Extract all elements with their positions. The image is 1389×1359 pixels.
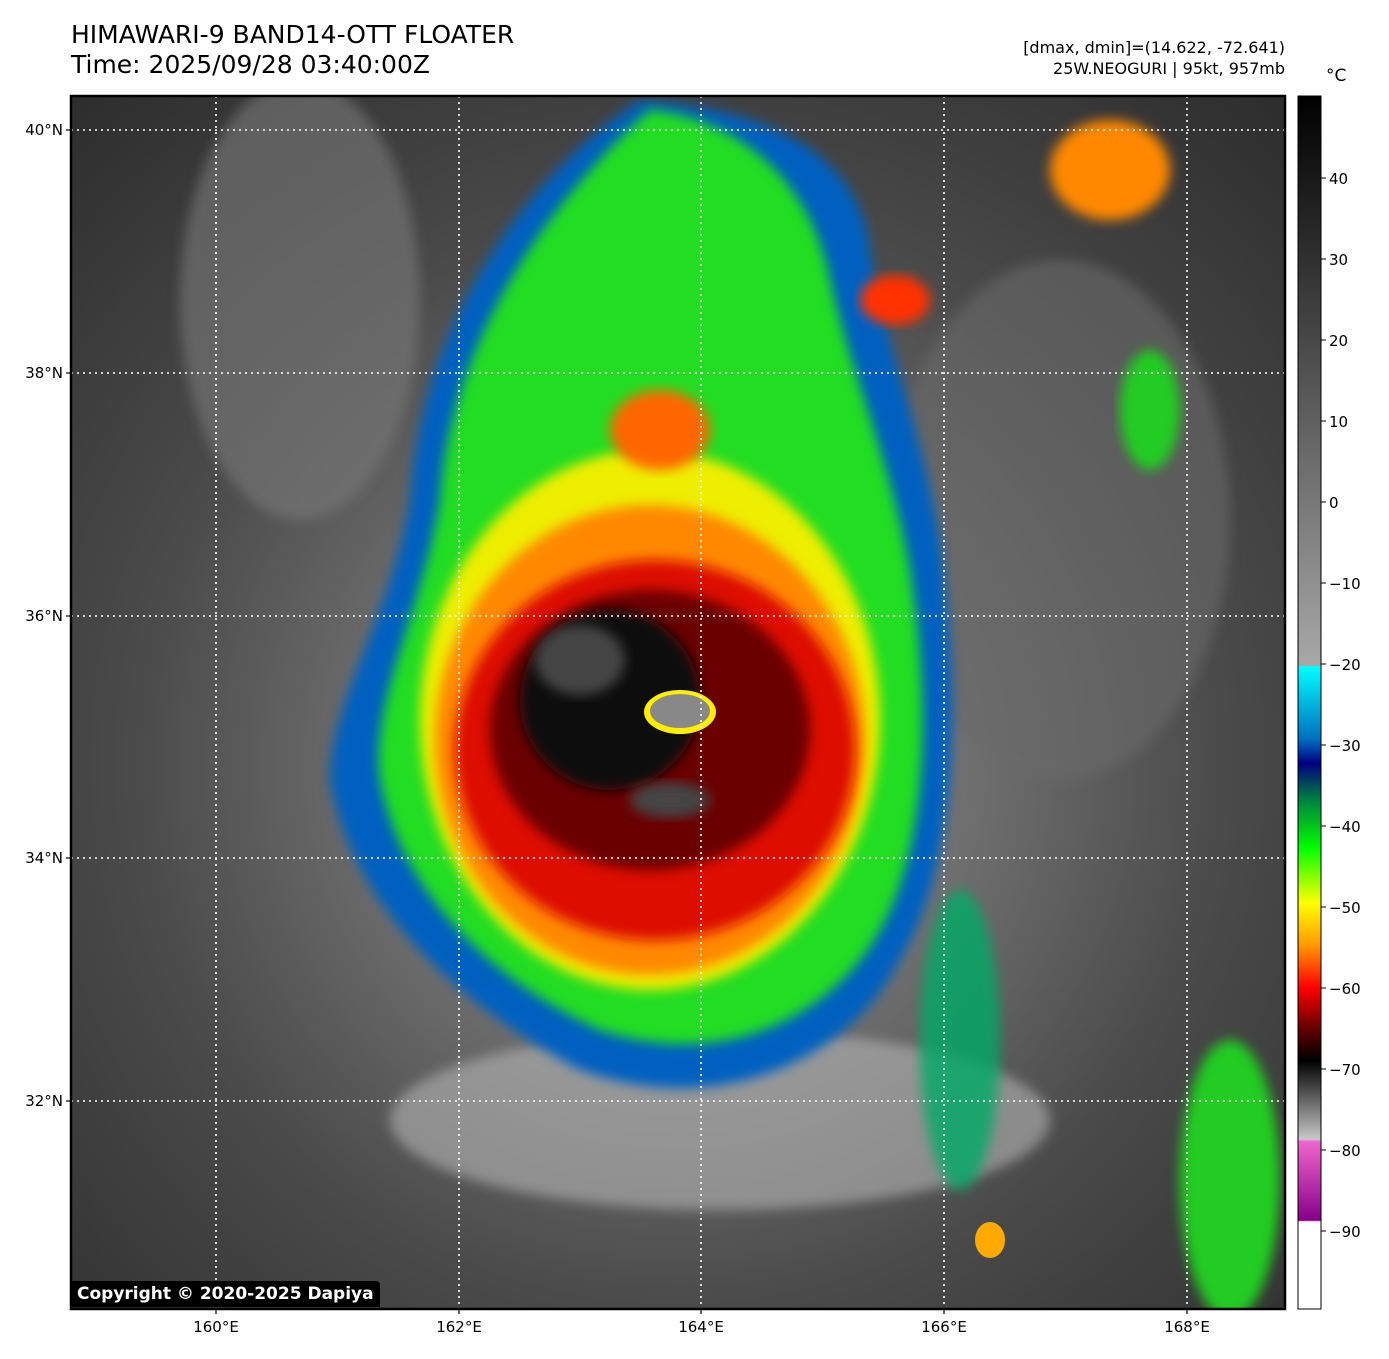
imagery xyxy=(71,96,1285,1309)
colorbar-tick-label: 0 xyxy=(1329,494,1339,512)
storm-info: [dmax, dmin]=(14.622, -72.641) 25W.NEOGU… xyxy=(1023,37,1285,79)
colorbar-tick-label: −50 xyxy=(1329,899,1361,917)
storm-name-text: 25W.NEOGURI | 95kt, 957mb xyxy=(1053,59,1285,78)
graticule xyxy=(71,96,1285,1309)
title-line: HIMAWARI-9 BAND14-OTT FLOATER xyxy=(71,20,515,49)
lat-label: 38°N xyxy=(25,364,63,382)
colorbar: 40 30 20 10 0 −10 −20 −30 −40 −50 −60 −70 −80 −90 xyxy=(1297,95,1361,1310)
time-line: Time: 2025/09/28 03:40:00Z xyxy=(71,50,430,79)
colorbar-tick-label: 30 xyxy=(1329,251,1348,269)
colorbar-tick-label: −10 xyxy=(1329,575,1361,593)
lon-label: 168°E xyxy=(1164,1318,1210,1336)
colorbar-tick-label: 20 xyxy=(1329,332,1348,350)
colorbar-tick-label: −20 xyxy=(1329,656,1361,674)
lon-label: 160°E xyxy=(193,1318,239,1336)
colorbar-tick-label: −40 xyxy=(1329,818,1361,836)
lat-label: 32°N xyxy=(25,1092,63,1110)
colorbar-tick-label: 40 xyxy=(1329,170,1348,188)
lon-label: 164°E xyxy=(678,1318,724,1336)
lat-label: 40°N xyxy=(25,121,63,139)
colorbar-gradient xyxy=(1297,95,1322,1310)
lon-label: 166°E xyxy=(921,1318,967,1336)
dmax-dmin-text: [dmax, dmin]=(14.622, -72.641) xyxy=(1023,38,1285,57)
lat-label: 36°N xyxy=(25,607,63,625)
lon-label: 162°E xyxy=(436,1318,482,1336)
colorbar-tick-label: −30 xyxy=(1329,737,1361,755)
map-frame xyxy=(69,94,1287,1311)
map-title: HIMAWARI-9 BAND14-OTT FLOATER Time: 2025… xyxy=(71,20,514,80)
colorbar-tick-label: −90 xyxy=(1329,1223,1361,1241)
colorbar-tick-label: −70 xyxy=(1329,1061,1361,1079)
lat-label: 34°N xyxy=(25,849,63,867)
colorbar-tick-label: −60 xyxy=(1329,980,1361,998)
colorbar-tick-label: −80 xyxy=(1329,1142,1361,1160)
colorbar-unit: °C xyxy=(1326,66,1347,86)
copyright-label: Copyright © 2020-2025 Dapiya xyxy=(71,1281,380,1307)
colorbar-tick-label: 10 xyxy=(1329,413,1348,431)
